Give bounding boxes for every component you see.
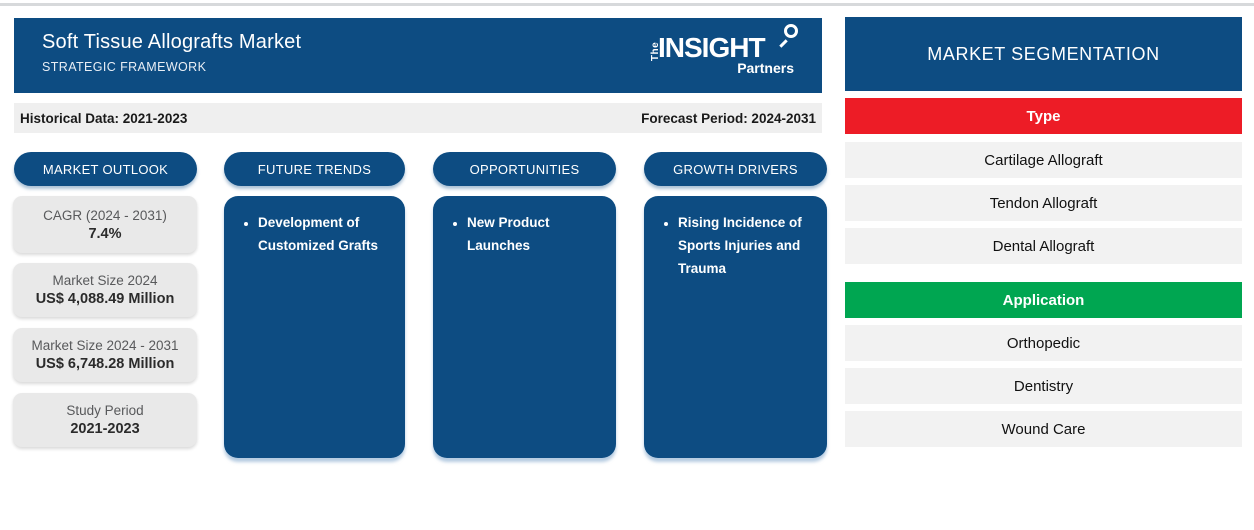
top-divider-line [0,3,1254,6]
stat-label: CAGR (2024 - 2031) [43,207,167,223]
list-item: New Product Launches [467,211,603,257]
segment-item-cartilage-allograft: Cartilage Allograft [845,142,1242,178]
segment-item-orthopedic: Orthopedic [845,325,1242,361]
page-title: Soft Tissue Allografts Market [42,31,302,53]
stat-value: 7.4% [88,225,122,242]
stat-label: Study Period [66,403,144,418]
stat-value: US$ 6,748.28 Million [35,356,175,372]
segment-item-dental-allograft: Dental Allograft [845,228,1242,264]
header-banner: Soft Tissue Allografts Market STRATEGIC … [14,18,822,93]
stat-card-study-period: Study Period 2021-2023 [13,393,197,447]
stat-card-cagr: CAGR (2024 - 2031) 7.4% [13,196,197,253]
segment-item-tendon-allograft: Tendon Allograft [845,185,1242,221]
list-item: Development of Customized Grafts [258,211,393,257]
logo-partners-text: Partners [737,60,794,76]
page-subtitle: STRATEGIC FRAMEWORK [42,60,207,74]
stat-value: 2021-2023 [70,421,140,437]
logo-insight-text: INSIGHT [658,32,766,63]
market-segmentation-header: MARKET SEGMENTATION [845,17,1242,91]
historical-data-label: Historical Data: 2021-2023 [20,110,188,126]
opportunities-list: New Product Launches [465,211,603,257]
list-item: Rising Incidence of Sports Injuries and … [678,211,814,280]
opportunities-card: New Product Launches [433,196,616,458]
segment-group-type: Type [845,98,1242,134]
stat-card-market-size-2024-2031: Market Size 2024 - 2031 US$ 6,748.28 Mil… [13,328,197,382]
period-bar: Historical Data: 2021-2023 Forecast Peri… [14,103,822,133]
magnifier-icon [784,24,798,38]
forecast-period-label: Forecast Period: 2024-2031 [641,110,816,126]
insight-partners-logo: The INSIGHT Partners [650,24,798,83]
pill-growth-drivers: GROWTH DRIVERS [644,152,827,186]
segment-item-dentistry: Dentistry [845,368,1242,404]
pill-opportunities: OPPORTUNITIES [433,152,616,186]
growth-drivers-card: Rising Incidence of Sports Injuries and … [644,196,827,458]
stat-label: Market Size 2024 [52,273,158,288]
stat-value: US$ 4,088.49 Million [35,291,175,307]
segment-item-wound-care: Wound Care [845,411,1242,447]
segment-group-application: Application [845,282,1242,318]
growth-drivers-list: Rising Incidence of Sports Injuries and … [676,211,814,280]
pill-future-trends: FUTURE TRENDS [224,152,405,186]
future-trends-card: Development of Customized Grafts [224,196,405,458]
pill-market-outlook: MARKET OUTLOOK [14,152,197,186]
future-trends-list: Development of Customized Grafts [256,211,393,257]
stat-label: Market Size 2024 - 2031 [31,338,179,353]
stat-card-market-size-2024: Market Size 2024 US$ 4,088.49 Million [13,263,197,317]
